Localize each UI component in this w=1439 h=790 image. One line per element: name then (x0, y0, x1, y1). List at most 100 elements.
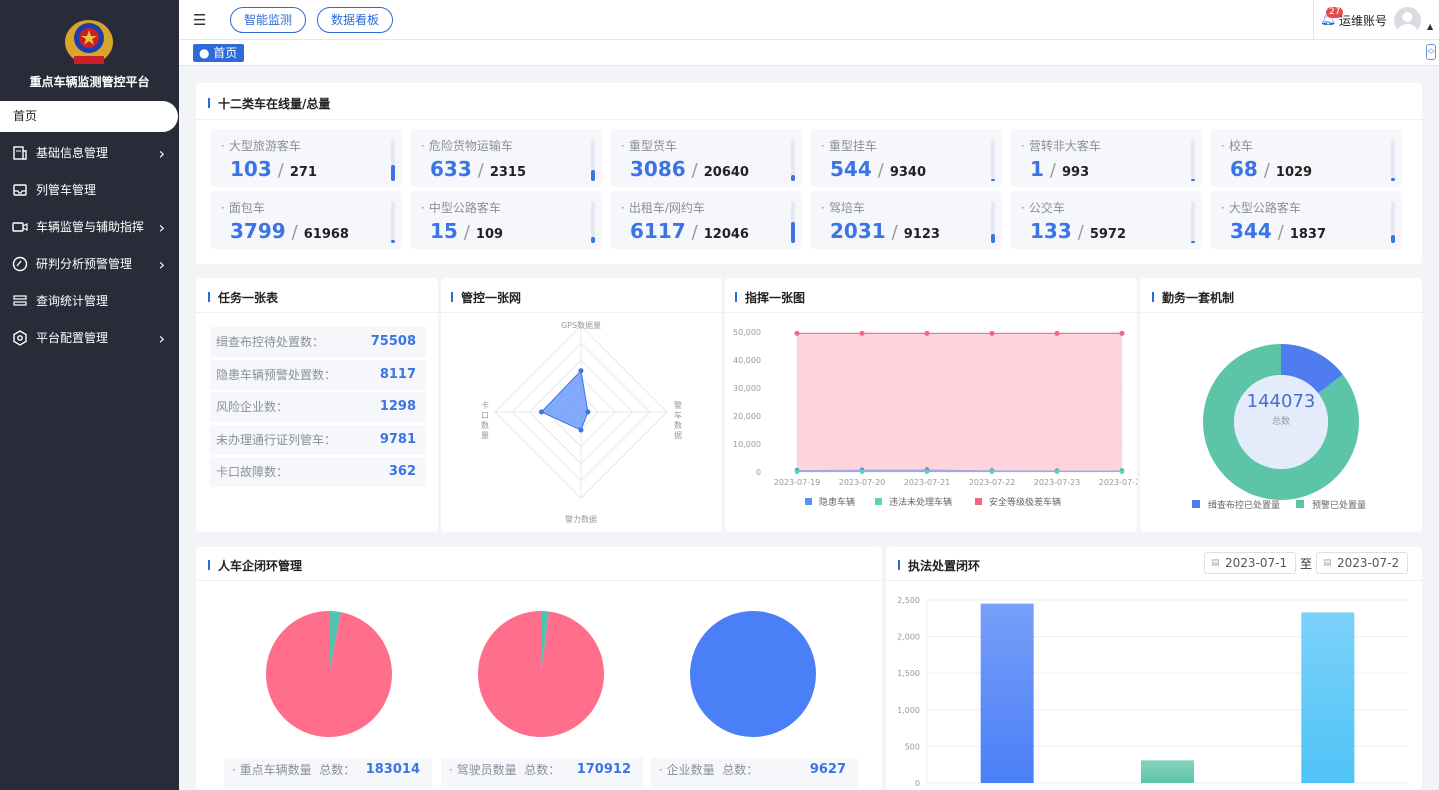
radar-point (578, 427, 584, 433)
online-ratio-fill (1191, 240, 1195, 243)
caption-total-label: 总数： (319, 763, 356, 777)
date-to-input[interactable]: 2023-07-2 (1316, 552, 1408, 574)
vehicle-card[interactable]: 出租车/网约车 6117/ 12046 (610, 191, 802, 249)
online-count: 6117 (630, 219, 686, 243)
task-value: 75508 (370, 334, 416, 349)
online-ratio-bar (991, 201, 995, 243)
sidebar-item-label: 车辆监管与辅助指挥 (36, 220, 145, 234)
x-tick-label: 2023-07-20 (839, 478, 886, 487)
vehicle-card[interactable]: 重型货车 3086/ 20640 (610, 129, 802, 187)
date-separator: 至 (1300, 557, 1313, 571)
vehicle-card[interactable]: 公交车 133/ 5972 (1010, 191, 1202, 249)
sidebar-item-home[interactable]: 首页 (0, 101, 178, 132)
online-ratio-fill (591, 237, 595, 243)
chevron-right-icon: › (158, 329, 165, 348)
vehicle-card[interactable]: 营转非大客车 1/ 993 (1010, 129, 1202, 187)
sidebar-item-label: 首页 (13, 109, 38, 123)
slash: / (1263, 160, 1270, 181)
sidebar-item-listed-vehicles[interactable]: 列管车管理 (0, 175, 179, 212)
area-panel: 指挥一张图 0 10,000 20,000 30,000 40,000 50,000 202… (725, 278, 1137, 532)
task-row[interactable]: 未办理通行证列管车： 9781 (210, 425, 426, 455)
task-row[interactable]: 风险企业数： 1298 (210, 392, 426, 422)
x-tick-label: 2023-07-24 (1099, 478, 1137, 487)
caret-down-icon[interactable]: ▲ (1427, 22, 1434, 31)
legend-label: 缉查布控已处置量 (1208, 499, 1280, 511)
sidebar-item-label: 基础信息管理 (36, 146, 109, 160)
tabs-scroll-icon[interactable]: ︿ ﹀ (1426, 44, 1436, 60)
menu-toggle-icon[interactable]: ☰ (193, 11, 207, 29)
vehicle-card[interactable]: 大型旅游客车 103/ 271 (210, 129, 402, 187)
avatar[interactable] (1394, 7, 1421, 34)
vehicle-count: 1/ 993 (1030, 157, 1089, 181)
vehicle-card[interactable]: 驾培车 2031/ 9123 (810, 191, 1002, 249)
twelve-vehicle-panel: 十二类车在线量/总量 大型旅游客车103/271危险货物运输车633/2315重… (196, 83, 1422, 264)
tab-home[interactable]: ● 首页 (193, 44, 245, 62)
tab-smart-monitor[interactable]: 智能监测 (230, 7, 306, 33)
vehicle-type-label: 出租车/网约车 (621, 199, 705, 216)
sidebar-item-query-stats[interactable]: 查询统计管理 (0, 286, 179, 323)
total-count: 5972 (1089, 227, 1127, 242)
sidebar-item-label: 列管车管理 (36, 183, 97, 197)
chevron-right-icon: › (158, 255, 165, 274)
vehicle-count: 3086/ 20640 (630, 157, 749, 181)
vehicle-card[interactable]: 面包车 3799/ 61968 (210, 191, 402, 249)
online-ratio-bar (1191, 201, 1195, 243)
online-ratio-fill (591, 169, 595, 181)
task-value: 8117 (379, 367, 416, 382)
bar-chart: 0 500 1,000 1,500 2,000 2,500 (897, 596, 1408, 788)
vehicle-card[interactable]: 大型公路客车 344/ 1837 (1210, 191, 1402, 249)
donut-total: 144073 (1246, 391, 1316, 412)
panel-title: 执法处置闭环 (898, 557, 980, 574)
vehicle-type-label: 中型公路客车 (421, 199, 501, 216)
online-ratio-bar (791, 201, 795, 243)
tab-data-board[interactable]: 数据看板 (317, 7, 393, 33)
series-point (989, 330, 995, 336)
vehicle-type-label: 校车 (1221, 137, 1253, 154)
online-count: 68 (1230, 157, 1258, 181)
online-ratio-fill (391, 165, 395, 181)
vehicle-type-label: 面包车 (221, 199, 265, 216)
sidebar-menu: 首页 基础信息管理 › 列管车管理 车辆监管与辅助指挥 › 研判分析预警管理 › 查询… (0, 101, 179, 360)
vehicle-card[interactable]: 重型挂车 544/ 9340 (810, 129, 1002, 187)
radar-indicator-label: GPS数据量 (561, 320, 601, 330)
donut-total-label: 总数 (1271, 417, 1290, 427)
vehicle-type-label: 大型公路客车 (1221, 199, 1301, 216)
online-ratio-fill (1191, 178, 1195, 181)
donut-slice (1281, 344, 1343, 394)
sidebar-item-vehicle-supervision[interactable]: 车辆监管与辅助指挥 › (0, 212, 179, 249)
task-label: 风险企业数： (216, 400, 289, 414)
bar (1141, 760, 1194, 783)
panel-title: 勤务一套机制 (1152, 289, 1234, 306)
vehicle-card[interactable]: 中型公路客车 15/ 109 (410, 191, 602, 249)
donut-chart: 缉查布控已处置量 预警已处置量 (1192, 344, 1366, 511)
radar-point (538, 409, 544, 415)
sidebar-item-platform-config[interactable]: 平台配置管理 › (0, 323, 179, 360)
date-from-input[interactable]: 2023-07-1 (1204, 552, 1296, 574)
vehicle-type-label: 驾培车 (821, 199, 865, 216)
series-point (1054, 469, 1060, 475)
panel-title: 指挥一张图 (735, 289, 805, 306)
y-tick-label: 500 (905, 742, 920, 751)
task-row[interactable]: 缉查布控待处置数： 75508 (210, 327, 426, 357)
task-row[interactable]: 卡口故障数： 362 (210, 457, 426, 487)
sidebar-item-label: 查询统计管理 (36, 294, 109, 308)
total-count: 993 (1062, 165, 1090, 180)
task-label: 隐患车辆预警处置数： (216, 368, 337, 382)
pie-caption-drivers: · 驾驶员数量 总数： 170912 (441, 758, 643, 788)
sidebar-item-analysis-warning[interactable]: 研判分析预警管理 › (0, 249, 179, 286)
username[interactable]: 运维账号 (1339, 14, 1388, 28)
online-ratio-bar (391, 139, 395, 181)
task-row[interactable]: 隐患车辆预警处置数： 8117 (210, 360, 426, 390)
panel-title: 管控一张网 (451, 289, 521, 306)
slash: / (463, 222, 470, 243)
radar-point (585, 409, 591, 415)
sidebar-item-basic-info[interactable]: 基础信息管理 › (0, 138, 179, 175)
y-tick-label: 0 (915, 779, 920, 788)
radar-indicator-label: 警 (674, 400, 682, 410)
online-ratio-bar (591, 201, 595, 243)
vehicle-card[interactable]: 危险货物运输车 633/ 2315 (410, 129, 602, 187)
total-count: 2315 (489, 165, 527, 180)
vehicle-card[interactable]: 校车 68/ 1029 (1210, 129, 1402, 187)
slash: / (1049, 160, 1056, 181)
